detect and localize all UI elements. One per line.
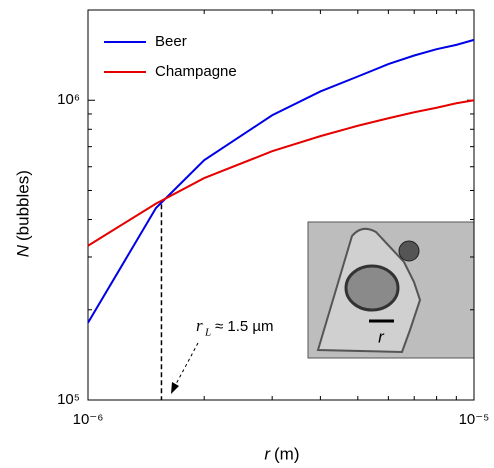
plot-frame xyxy=(87,9,475,401)
legend-label: Champagne xyxy=(155,63,237,80)
x-tick-label: 10⁻⁵ xyxy=(459,411,490,428)
annotation-subscript: L xyxy=(204,327,211,339)
legend-label: Beer xyxy=(155,33,187,50)
series-line xyxy=(87,38,475,324)
x-label-symbol: r xyxy=(264,444,271,463)
inset-label: r xyxy=(378,327,385,346)
y-tick-label: 10⁵ xyxy=(57,391,80,408)
annotation-text: ≈ 1.5 µm xyxy=(215,318,274,335)
series-line xyxy=(87,99,475,247)
x-tick-label: 10⁻⁶ xyxy=(73,411,104,428)
annotation-symbol: r xyxy=(196,316,203,335)
x-label-unit: (m) xyxy=(274,444,299,463)
annotation-arrow xyxy=(171,342,199,394)
y-label-symbol: N xyxy=(13,244,32,257)
inset-drawing xyxy=(316,227,422,354)
y-label-unit: (bubbles) xyxy=(13,170,32,241)
y-tick-label: 10⁶ xyxy=(57,91,80,108)
